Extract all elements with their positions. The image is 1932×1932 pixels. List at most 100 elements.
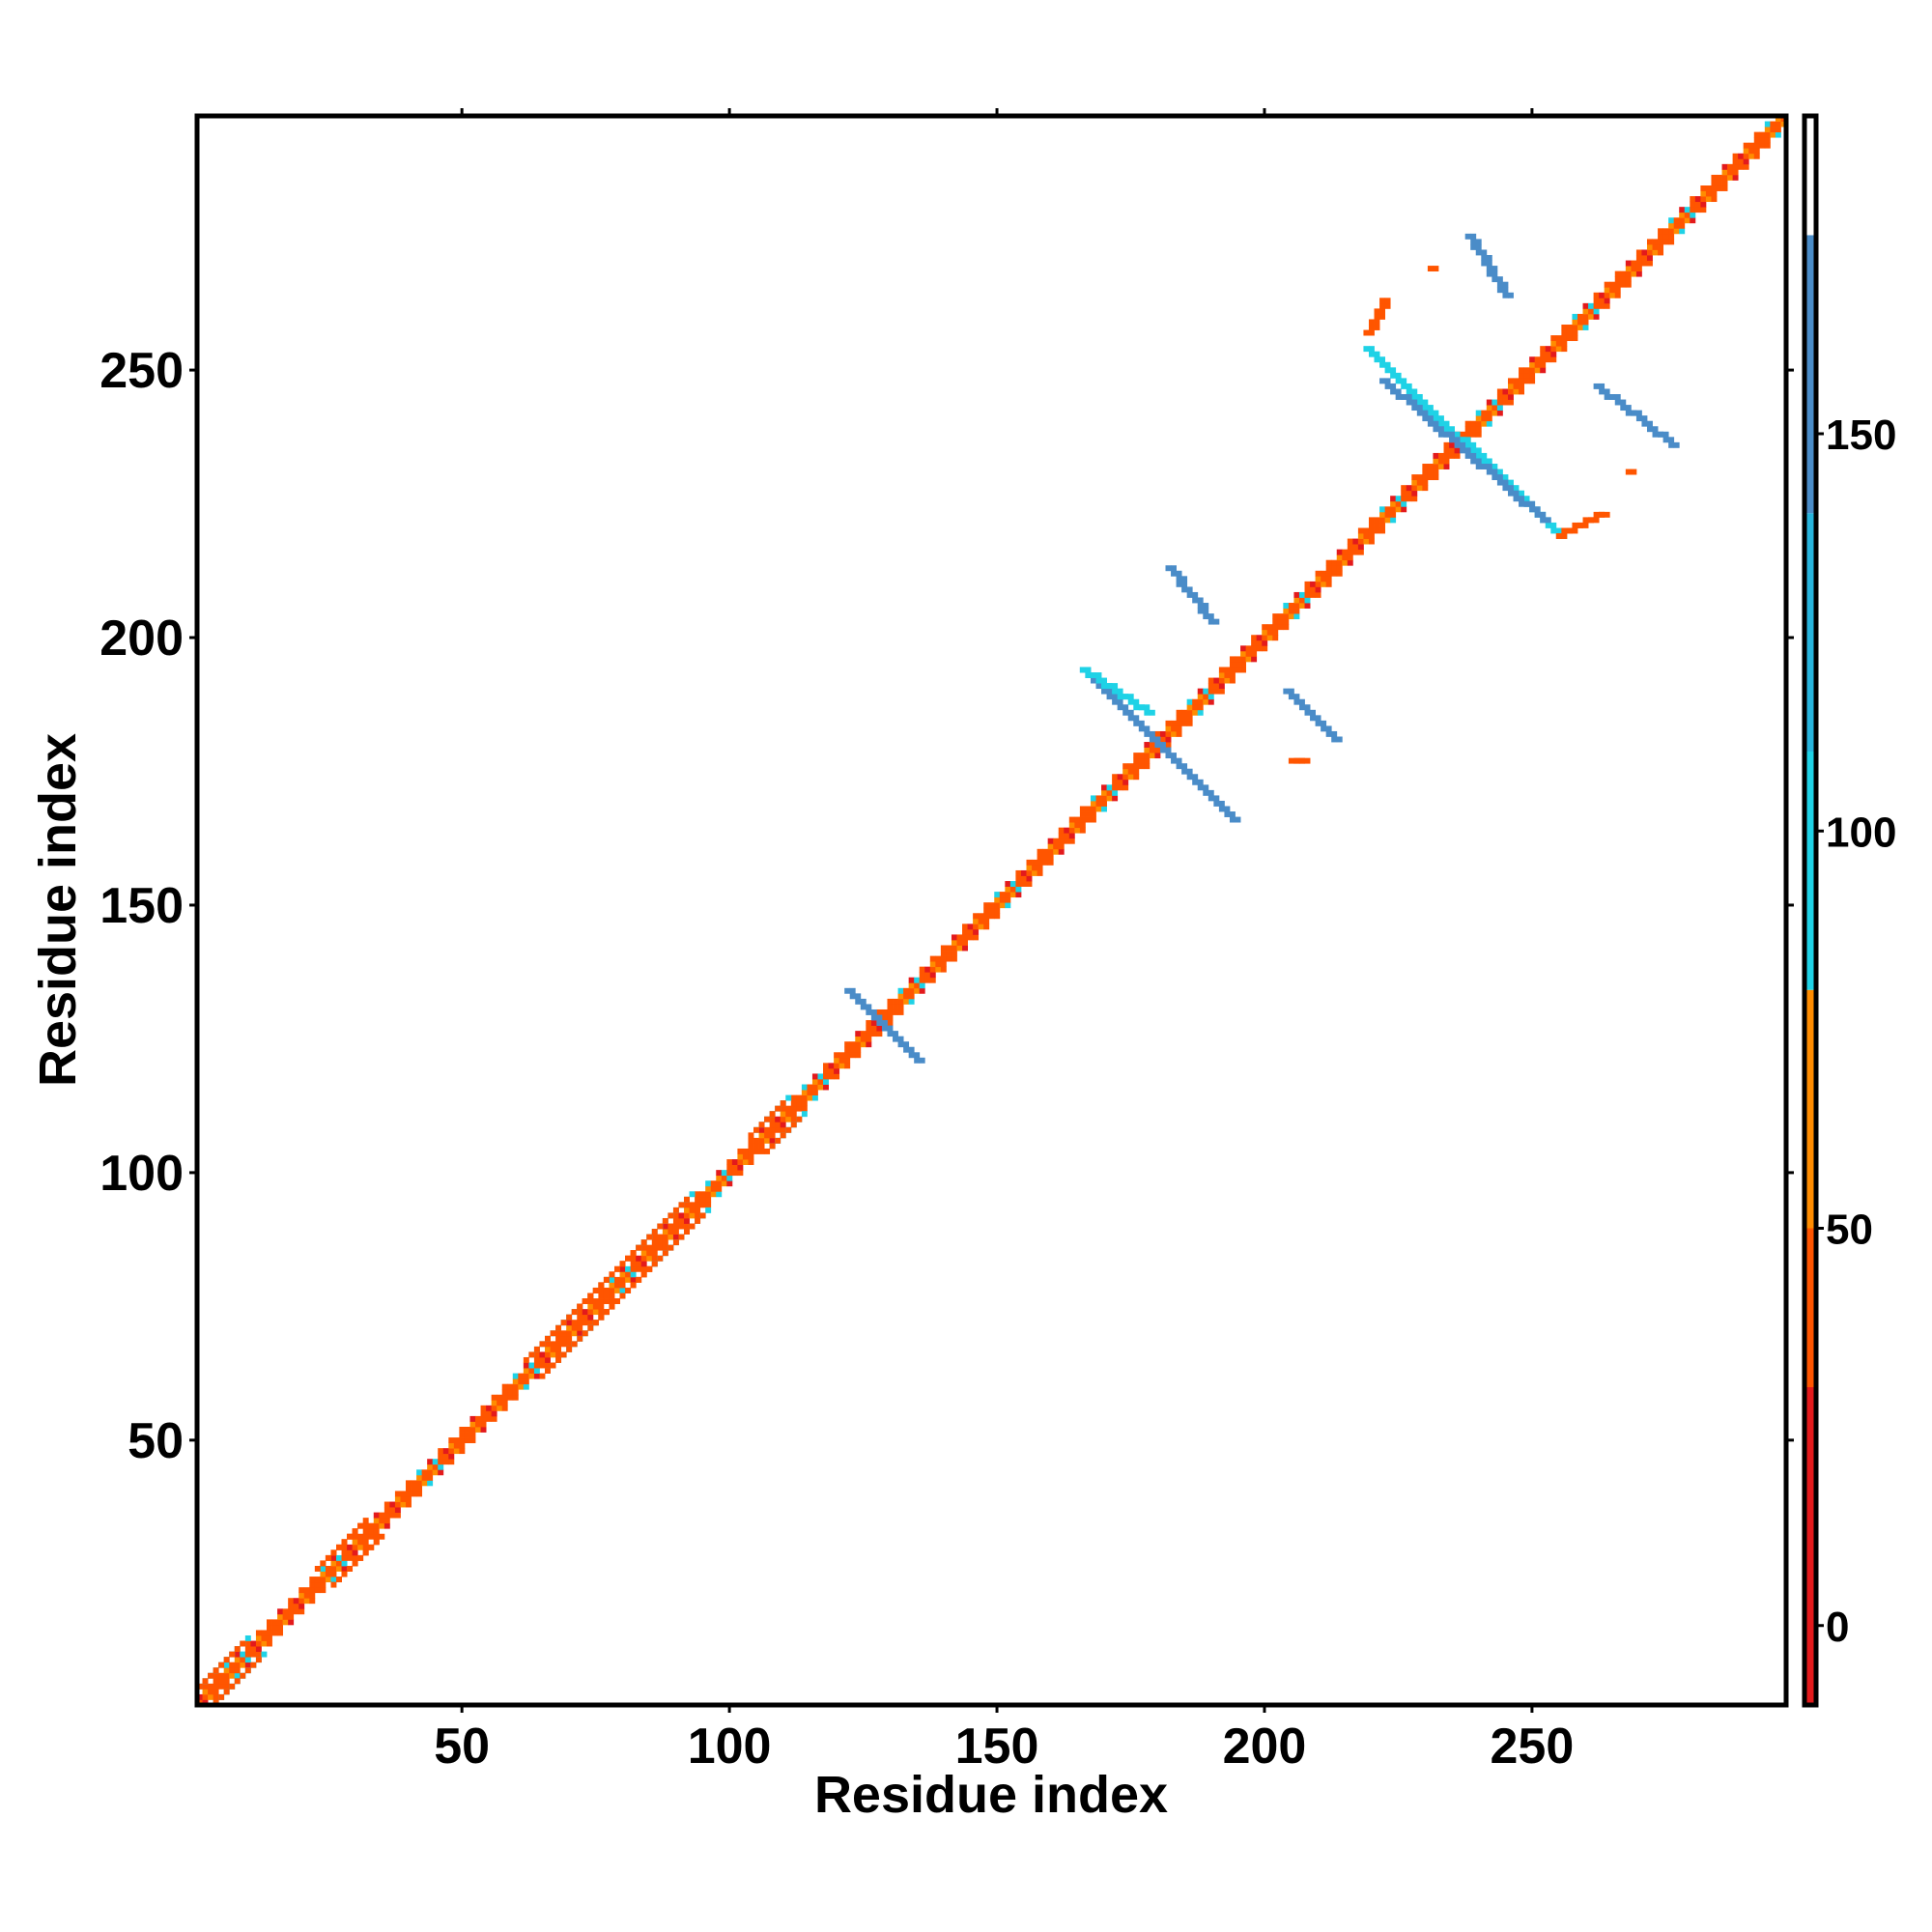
contact-cell [1502,287,1509,294]
contact-cell [1117,694,1123,700]
diagonal-cell [1572,319,1578,326]
contact-cell [1470,452,1477,459]
diagonal-cell [1047,848,1054,855]
contact-cell [1379,298,1385,304]
contact-cell [1235,816,1241,823]
diagonal-cell [1401,500,1407,507]
diagonal-cell [705,1196,712,1203]
diagonal-cell [1186,698,1193,705]
diagonal-cell [255,1640,262,1647]
contact-cell [1374,351,1380,357]
diagonal-cell [1411,474,1418,481]
diagonal-cell [394,1491,401,1497]
diagonal-cell [1229,667,1236,673]
diagonal-cell [1240,650,1246,657]
diagonal-cell [1165,730,1172,737]
diagonal-cell [758,1132,765,1139]
diagonal-cell [1523,372,1530,379]
contact-cell [919,1057,925,1064]
diagonal-cell [737,1170,744,1177]
diagonal-cell [448,1448,455,1455]
contact-cell [1502,292,1509,298]
diagonal-cell [1764,121,1771,128]
diagonal-cell [1711,174,1718,181]
diagonal-cell [373,1518,380,1524]
diagonal-cell [244,1646,251,1653]
diagonal-cell [352,1539,358,1546]
diagonal-cell [1266,629,1273,636]
contact-cell [1492,464,1498,469]
diagonal-cell [1711,180,1718,186]
diagonal-cell [978,918,984,924]
diagonal-cell [1009,892,1016,898]
diagonal-cell [956,945,963,952]
diagonal-cell [1743,158,1749,165]
diagonal-cell [1743,148,1749,155]
diagonal-cell [213,1672,219,1679]
diagonal-cell [566,1341,573,1348]
diagonal-cell [1411,479,1418,486]
diagonal-cell [1042,859,1049,866]
diagonal-cell [657,1239,664,1246]
diagonal-cell [951,939,957,946]
diagonal-cell [748,1143,754,1150]
diagonal-cell [1662,233,1669,240]
diagonal-cell [1406,485,1412,492]
diagonal-bulge-cell [577,1303,583,1310]
diagonal-cell [866,1031,872,1037]
diagonal-cell [1492,405,1498,412]
diagonal-cell [609,1298,615,1304]
diagonal-cell [640,1265,647,1272]
diagonal-cell [1262,639,1268,646]
contact-cell [1427,266,1434,272]
diagonal-cell [486,1405,493,1411]
diagonal-cell [1561,340,1568,347]
diagonal-cell [796,1100,803,1107]
diagonal-cell [1283,603,1290,609]
diagonal-cell [811,1094,818,1101]
contact-cell [1368,329,1375,336]
contact-cell [866,1009,872,1015]
diagonal-cell [1673,222,1680,229]
diagonal-cell [1037,859,1043,866]
diagonal-bulge-cell [592,1320,599,1326]
diagonal-cell [1770,121,1776,128]
diagonal-cell [1203,688,1209,695]
diagonal-cell [823,1067,829,1074]
diagonal-cell [533,1356,540,1363]
contact-cell [1090,677,1096,684]
diagonal-cell [1406,496,1412,502]
contact-cell [1293,694,1300,700]
diagonal-cell [951,945,957,952]
diagonal-cell [1502,399,1509,406]
diagonal-cell [1229,661,1236,668]
diagonal-cell [769,1126,776,1133]
diagonal-cell [592,1298,599,1304]
diagonal-cell [1009,886,1016,893]
diagonal-cell [1106,784,1113,791]
diagonal-cell [887,1020,894,1026]
diagonal-bulge-cell [223,1689,230,1695]
diagonal-cell [1122,779,1129,785]
diagonal-cell [288,1619,295,1626]
diagonal-cell [929,966,936,973]
diagonal-cell [1357,533,1364,539]
diagonal-cell [651,1244,658,1251]
diagonal-cell [491,1400,497,1406]
diagonal-cell [1090,806,1096,812]
diagonal-bulge-cell [646,1265,653,1272]
diagonal-cell [1240,667,1246,673]
diagonal-cell [255,1635,262,1641]
contact-cell [1625,410,1632,416]
diagonal-cell [1753,153,1760,159]
contact-cell [1593,383,1600,389]
contact-cell [1507,292,1514,298]
diagonal-bulge-cell [229,1683,236,1690]
diagonal-cell [234,1667,241,1674]
contact-cell [1127,709,1134,716]
contact-cell [1213,795,1220,802]
diagonal-cell [1577,319,1583,326]
diagonal-bulge-cell [229,1651,236,1658]
diagonal-cell [1240,645,1246,652]
diagonal-cell [282,1613,289,1620]
